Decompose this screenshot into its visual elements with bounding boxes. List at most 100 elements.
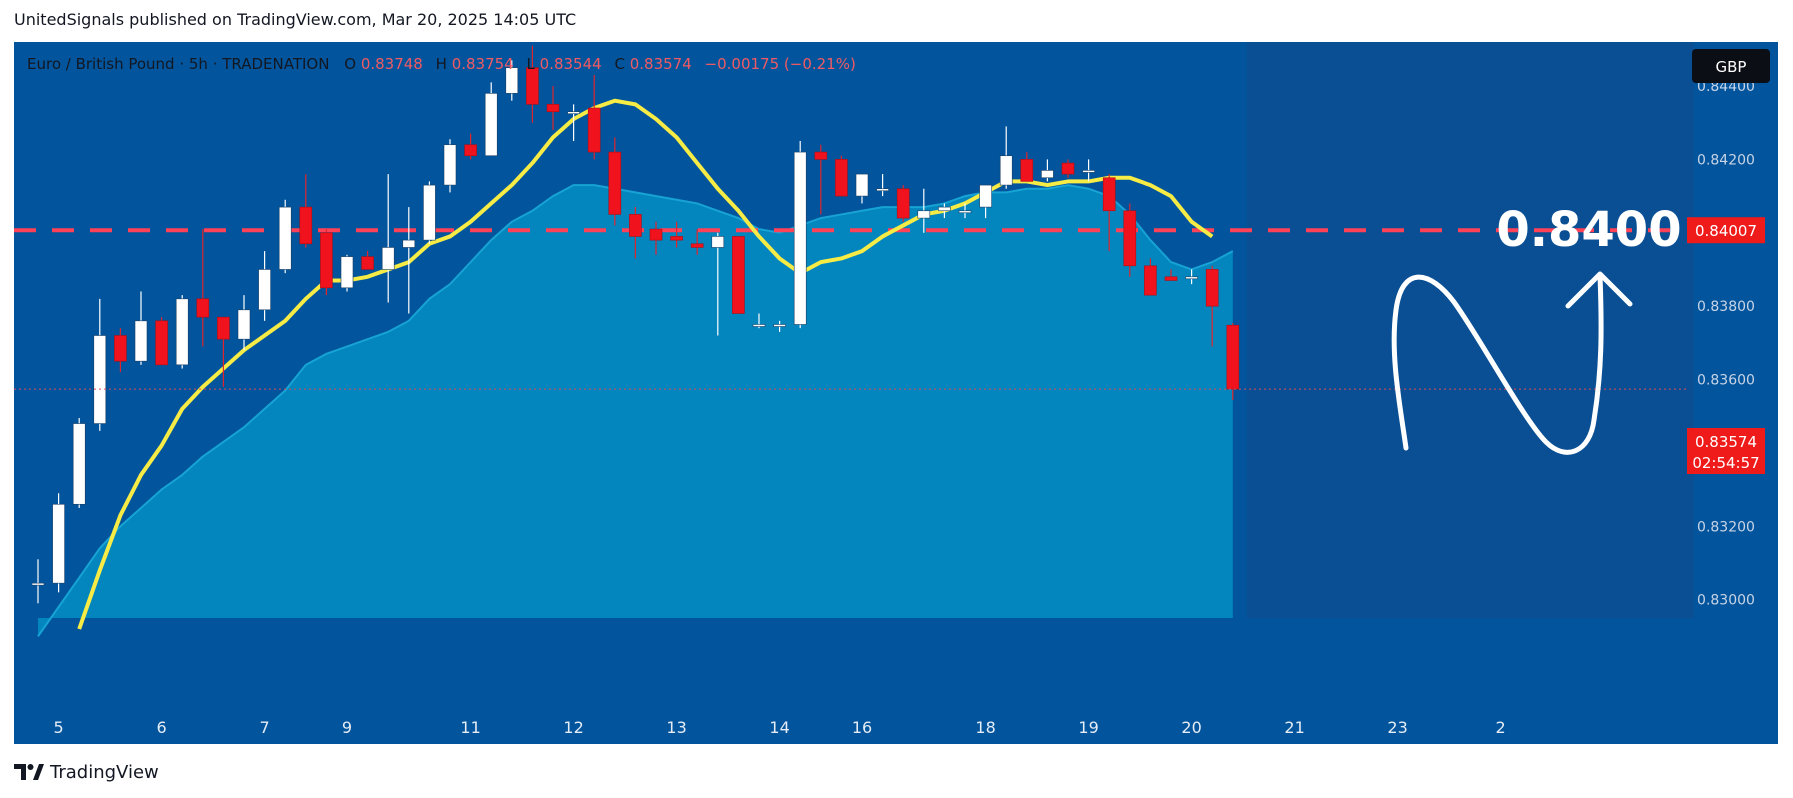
candle-body: [958, 210, 972, 214]
x-tick-label: 16: [852, 718, 872, 737]
candle: [52, 493, 65, 593]
y-tick-label: 0.83000: [1697, 593, 1755, 609]
low-label: L: [527, 55, 536, 73]
candle-body: [567, 111, 580, 115]
candle-body: [526, 67, 539, 105]
candle-body: [773, 324, 786, 327]
candle: [361, 251, 374, 270]
x-tick-label: 7: [260, 718, 270, 737]
candle: [917, 188, 931, 233]
candle: [814, 144, 828, 215]
currency-badge-label: GBP: [1716, 58, 1747, 76]
symbol-label: Euro / British Pound · 5h · TRADENATION: [27, 55, 329, 73]
candle-body: [1020, 159, 1034, 182]
candle-body: [278, 206, 292, 270]
currency-badge[interactable]: [1692, 49, 1770, 83]
candle-body: [31, 582, 45, 586]
candle-body: [876, 188, 889, 192]
candle-body: [1185, 276, 1198, 280]
candle: [381, 174, 395, 303]
candle-body: [217, 316, 230, 340]
last-price-tag: [1687, 428, 1765, 474]
candle: [896, 185, 910, 222]
candle-body: [629, 214, 642, 237]
footer-brand[interactable]: TradingView: [14, 760, 159, 784]
candle: [196, 229, 210, 347]
candle-body: [320, 232, 333, 289]
close-label: C: [614, 55, 624, 73]
candle-body: [1102, 177, 1116, 212]
candle-body: [670, 236, 683, 241]
change-value: −0.00175 (−0.21%): [705, 55, 856, 73]
candle-body: [917, 210, 931, 219]
level-price-tag-label: 0.84007: [1695, 222, 1757, 240]
candle-body: [732, 236, 745, 314]
candle: [546, 86, 560, 131]
candle: [855, 173, 869, 204]
candle-body: [114, 335, 127, 362]
candle: [1061, 159, 1075, 178]
candle-body: [93, 335, 107, 424]
candle: [278, 199, 292, 274]
y-tick-label: 0.83800: [1697, 299, 1755, 315]
y-tick-label: 0.83200: [1697, 519, 1755, 535]
x-tick-label: 20: [1181, 718, 1201, 737]
candle: [1123, 203, 1137, 277]
candle-body: [1164, 276, 1178, 281]
candle: [93, 298, 107, 431]
candle-body: [423, 184, 436, 241]
candle: [175, 295, 189, 369]
tradingview-logo-icon: [14, 764, 44, 780]
candle: [1185, 269, 1198, 285]
candle-body: [340, 256, 354, 289]
candle: [340, 254, 354, 292]
y-tick-label: 0.84200: [1697, 152, 1755, 168]
x-tick-label: 2: [1496, 718, 1506, 737]
candle: [1020, 152, 1034, 182]
x-tick-label: 21: [1284, 718, 1304, 737]
x-tick-label: 9: [342, 718, 352, 737]
candle: [979, 184, 992, 219]
candle: [423, 181, 436, 244]
candle-body: [237, 309, 251, 340]
candle-body: [484, 93, 498, 157]
candle: [464, 133, 477, 160]
countdown-label: 02:54:57: [1692, 454, 1759, 472]
candle: [670, 221, 683, 248]
legend-text: Euro / British Pound · 5h · TRADENATION …: [27, 55, 856, 73]
candle: [134, 291, 148, 365]
x-tick-label: 6: [157, 718, 167, 737]
candle-body: [361, 256, 374, 270]
candle-body: [855, 173, 869, 197]
low-value: 0.83544: [540, 55, 602, 73]
candle-body: [999, 155, 1013, 186]
open-value: 0.83748: [361, 55, 423, 73]
candle: [155, 317, 168, 366]
candle: [999, 126, 1013, 189]
candle: [484, 82, 498, 157]
candle: [711, 232, 725, 336]
candle-body: [381, 247, 395, 270]
candle: [114, 328, 127, 373]
candle: [505, 60, 519, 101]
x-tick-label: 5: [54, 718, 64, 737]
candle: [402, 207, 416, 314]
candle-body: [402, 239, 416, 248]
candle-body: [1061, 162, 1075, 175]
candle: [237, 295, 251, 351]
candle-body: [134, 320, 148, 362]
candle-body: [175, 298, 189, 366]
open-label: O: [344, 55, 356, 73]
candle: [938, 203, 951, 219]
publish-info: UnitedSignals published on TradingView.c…: [14, 10, 577, 29]
candle-body: [1144, 265, 1157, 296]
candle: [1205, 265, 1219, 347]
x-tick-label: 11: [460, 718, 480, 737]
time-axis[interactable]: 5 6 7 9 11 12 13 14 16 18 19 20 21 23 2: [54, 718, 1506, 737]
candle: [31, 559, 45, 604]
candle-body: [258, 269, 271, 311]
candle: [649, 221, 663, 255]
candle: [587, 75, 601, 160]
candle: [1041, 159, 1054, 182]
candle: [320, 229, 333, 296]
